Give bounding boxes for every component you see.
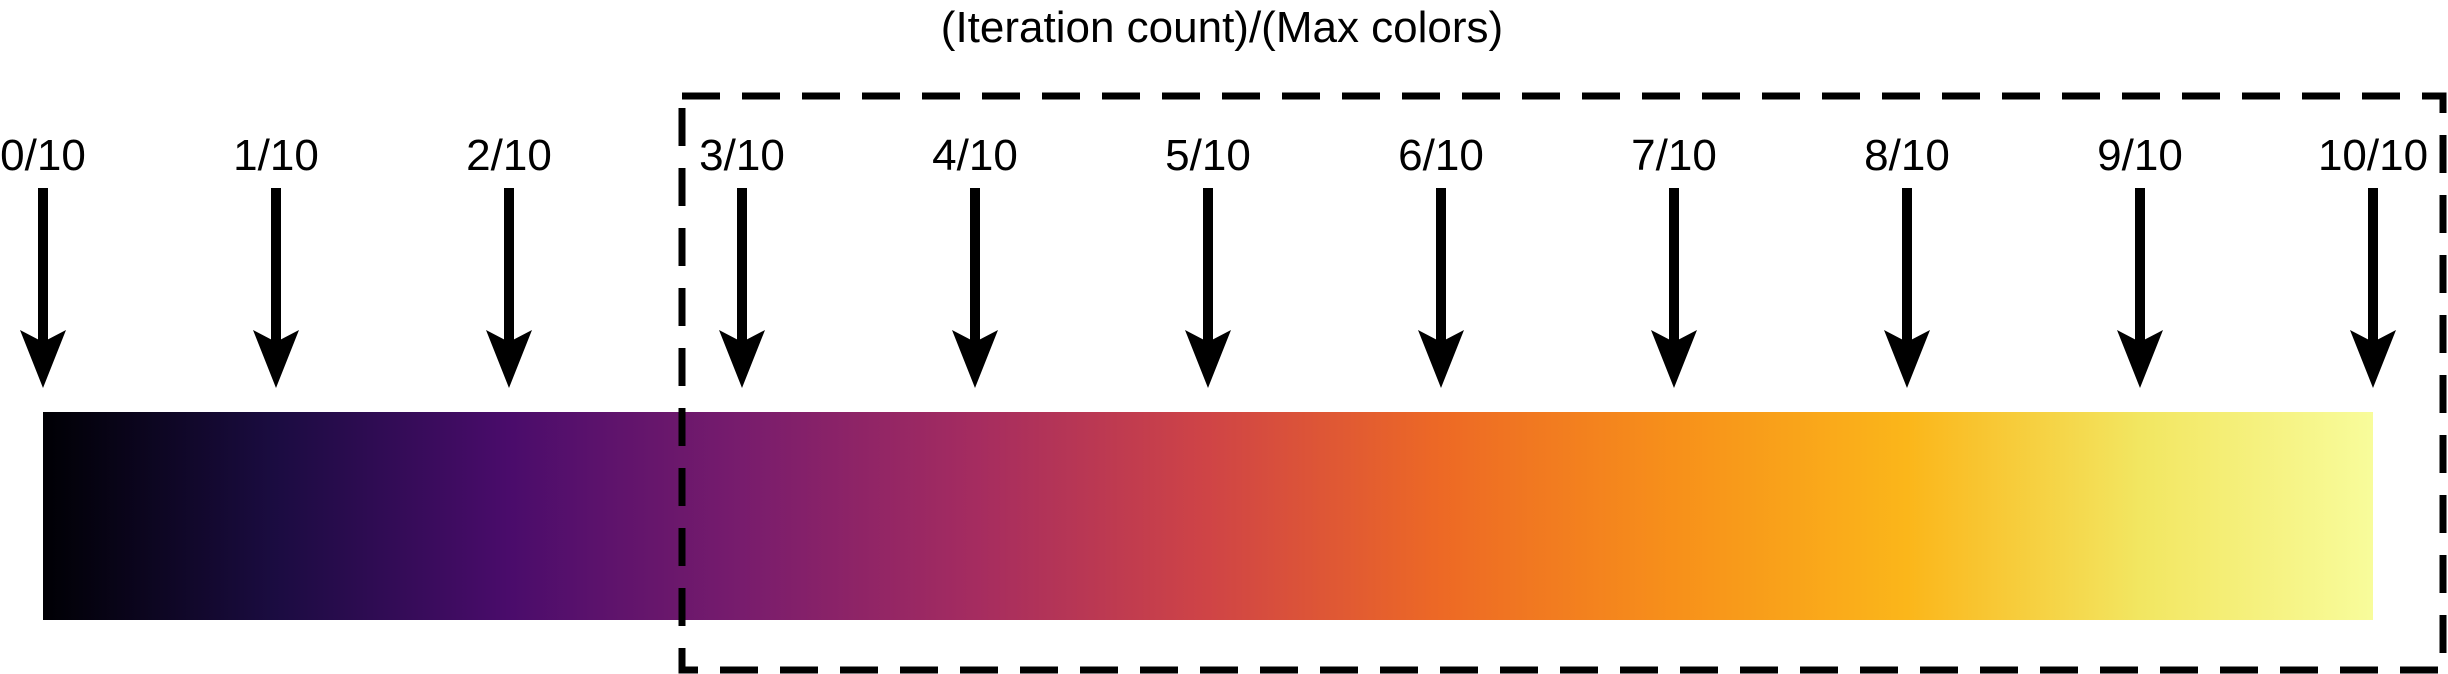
- tick-arrow-head: [2350, 330, 2396, 388]
- tick-arrow-head: [20, 330, 66, 388]
- diagram-title: (Iteration count)/(Max colors): [941, 3, 1503, 52]
- highlight-dashed-frame: [678, 92, 2447, 674]
- tick-group: 0/10 1/10 2/10 3/10 4/10 5/10 6/10 7/10 8/10 9/10…: [0, 131, 2428, 388]
- tick-label: 6/10: [1398, 131, 1484, 180]
- tick-arrow-head: [253, 330, 299, 388]
- tick-label: 0/10: [0, 131, 86, 180]
- tick-arrow-head: [1884, 330, 1930, 388]
- tick-arrow-head: [486, 330, 532, 388]
- tick-label: 7/10: [1631, 131, 1717, 180]
- tick-label: 8/10: [1864, 131, 1950, 180]
- tick-arrow-head: [719, 330, 765, 388]
- tick-label: 9/10: [2097, 131, 2183, 180]
- tick-label: 1/10: [233, 131, 319, 180]
- tick-arrow-head: [1651, 330, 1697, 388]
- colormap-bar: [43, 412, 2373, 620]
- tick-arrow-head: [2117, 330, 2163, 388]
- tick-label: 5/10: [1165, 131, 1251, 180]
- tick-arrow-head: [952, 330, 998, 388]
- tick-label: 2/10: [466, 131, 552, 180]
- tick-arrow-head: [1418, 330, 1464, 388]
- tick-label: 4/10: [932, 131, 1018, 180]
- tick-arrow-head: [1185, 330, 1231, 388]
- tick-label: 10/10: [2318, 131, 2428, 180]
- tick-label: 3/10: [699, 131, 785, 180]
